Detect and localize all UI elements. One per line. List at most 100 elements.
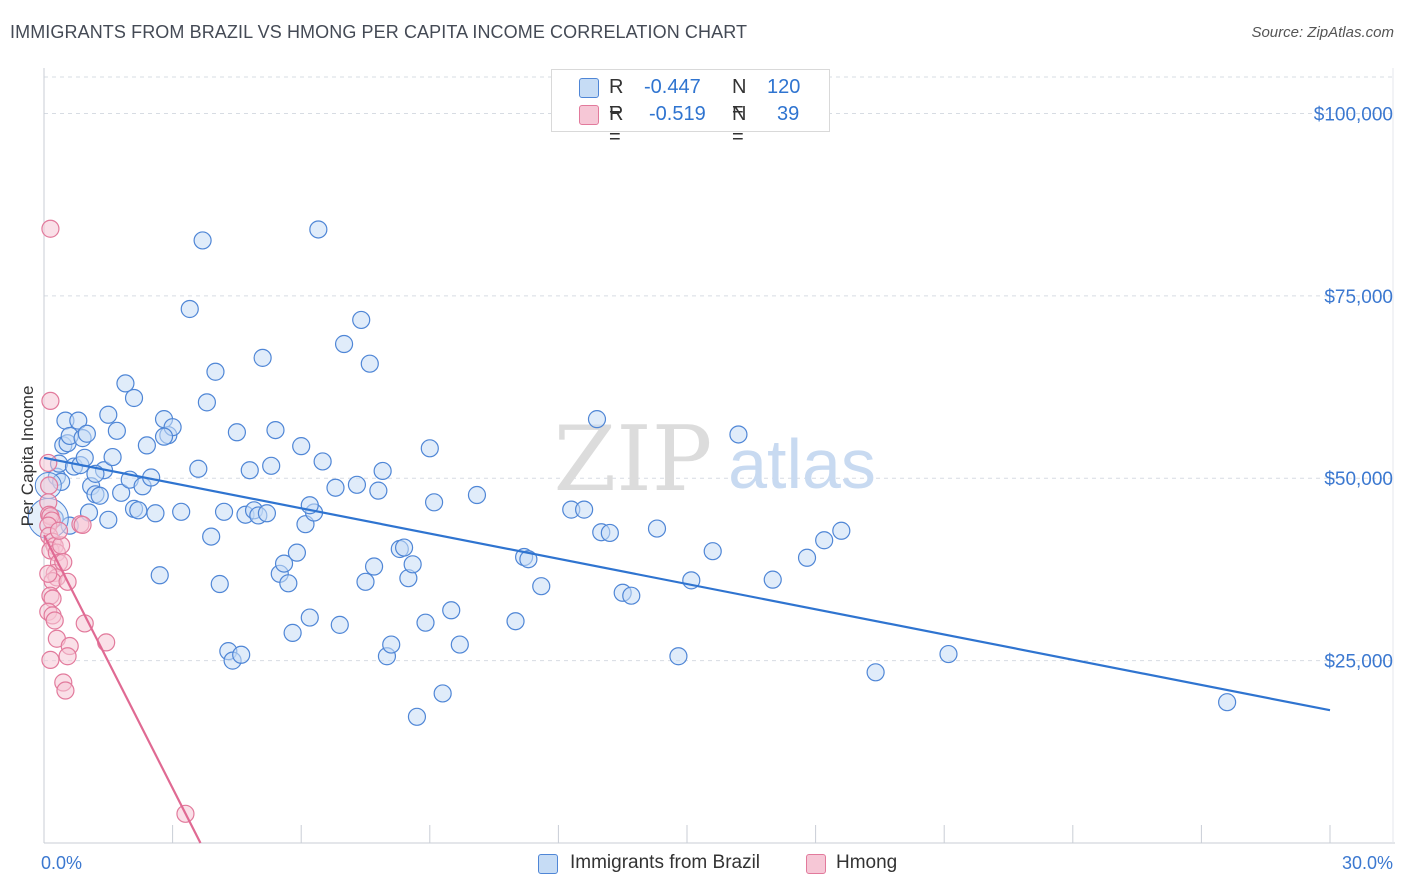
brazil-point xyxy=(763,570,782,589)
brazil-point xyxy=(172,502,191,521)
hmong-point xyxy=(49,521,69,540)
brazil-point xyxy=(519,550,538,569)
hmong-point xyxy=(56,681,75,700)
bottom-legend-swatch-hmong xyxy=(806,854,826,874)
chart-title: IMMIGRANTS FROM BRAZIL VS HMONG PER CAPI… xyxy=(10,22,748,42)
brazil-point xyxy=(420,439,439,458)
brazil-point xyxy=(832,521,851,540)
hmong-point xyxy=(41,219,60,238)
brazil-point xyxy=(180,299,199,319)
brazil-point xyxy=(450,635,469,654)
brazil-point xyxy=(309,220,328,239)
legend-r-value: -0.447 xyxy=(644,76,701,98)
brazil-point xyxy=(703,542,722,561)
brazil-point xyxy=(262,456,281,475)
brazil-point xyxy=(424,493,444,512)
brazil-point xyxy=(866,663,885,682)
legend-r-value: -0.519 xyxy=(649,103,706,125)
bottom-legend-swatch-brazil xyxy=(538,854,558,874)
brazil-point xyxy=(112,483,131,502)
brazil-point xyxy=(369,481,388,500)
brazil-point xyxy=(214,502,234,521)
x-tick-label-max: 30.0% xyxy=(1342,853,1393,873)
brazil-point xyxy=(394,538,414,557)
brazil-point xyxy=(407,707,427,726)
brazil-point xyxy=(356,572,375,591)
brazil-point xyxy=(146,504,165,523)
brazil-point xyxy=(90,486,109,505)
hmong-point xyxy=(73,515,92,535)
legend-n-label: N = xyxy=(732,76,747,121)
grid-lines xyxy=(44,76,1395,662)
brazil-point xyxy=(347,475,367,494)
brazil-point xyxy=(815,531,834,550)
brazil-point xyxy=(77,424,96,443)
brazil-point xyxy=(647,519,667,538)
brazil-point xyxy=(382,635,401,654)
bottom-legend-label-hmong: Hmong xyxy=(836,852,898,873)
brazil-point xyxy=(729,425,748,444)
hmong-point xyxy=(97,633,116,652)
axes xyxy=(43,68,1395,844)
brazil-point xyxy=(373,461,392,481)
brazil-point xyxy=(669,647,688,666)
brazil-point xyxy=(210,574,229,594)
brazil-trend-line xyxy=(43,456,1331,712)
watermark-atlas: atlas xyxy=(728,425,876,503)
brazil-point xyxy=(403,555,422,574)
y-tick-label: $25,000 xyxy=(1324,652,1393,673)
brazil-point xyxy=(197,393,216,412)
watermark-zip: ZIP xyxy=(554,407,713,512)
brazil-point xyxy=(352,310,371,330)
brazil-point xyxy=(116,374,135,393)
brazil-point xyxy=(283,623,302,642)
legend-n-value: 120 xyxy=(767,76,801,98)
hmong-point xyxy=(39,453,58,473)
brazil-point xyxy=(279,574,298,593)
legend-n-label: N = xyxy=(732,103,747,148)
legend-r-label: R = xyxy=(609,103,624,148)
brazil-point xyxy=(587,410,607,429)
brazil-point xyxy=(99,405,118,424)
brazil-point xyxy=(103,447,122,467)
brazil-point xyxy=(69,411,88,430)
legend-swatch-hmong xyxy=(579,105,599,125)
brazil-point xyxy=(253,348,272,367)
brazil-point xyxy=(189,459,208,478)
y-tick-label: $50,000 xyxy=(1324,469,1393,490)
hmong-point xyxy=(40,476,59,495)
hmong-point xyxy=(58,647,77,666)
hmong-point xyxy=(41,650,60,669)
hmong-trend-line xyxy=(43,534,202,844)
series-brazil-points xyxy=(27,220,1237,726)
brazil-point xyxy=(797,548,817,567)
brazil-point xyxy=(334,334,354,354)
brazil-point xyxy=(137,436,156,455)
legend: R = -0.447 N = 120 R = -0.519 N = 39 xyxy=(551,69,830,148)
brazil-point xyxy=(622,586,641,605)
brazil-point xyxy=(433,684,452,703)
brazil-point xyxy=(154,427,174,446)
brazil-point xyxy=(99,510,118,529)
brazil-point xyxy=(227,423,246,442)
legend-swatch-brazil xyxy=(579,78,599,98)
brazil-point xyxy=(575,500,594,519)
brazil-point xyxy=(240,461,259,480)
hmong-point xyxy=(41,391,60,411)
brazil-point xyxy=(506,612,525,631)
hmong-point xyxy=(45,611,64,630)
brazil-point xyxy=(266,420,285,440)
y-tick-label: $100,000 xyxy=(1314,104,1393,125)
legend-r-label: R = xyxy=(609,76,624,121)
brazil-point xyxy=(313,452,332,471)
y-axis-label: Per Capita Income xyxy=(18,386,37,527)
tick-labels: $25,000 $50,000 $75,000 $100,000 0.0% 30.0% xyxy=(41,104,1393,873)
brazil-point xyxy=(206,362,225,381)
brazil-point xyxy=(107,421,126,440)
brazil-point xyxy=(193,231,212,250)
brazil-point xyxy=(300,608,319,627)
brazil-point xyxy=(287,543,307,562)
brazil-point xyxy=(129,501,148,520)
brazil-point xyxy=(257,504,277,523)
